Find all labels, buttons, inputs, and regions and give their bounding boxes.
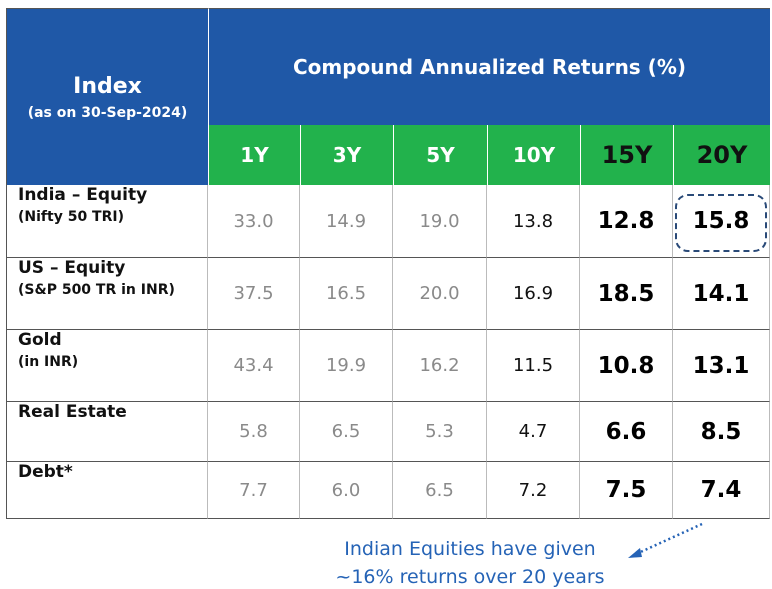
index-subtitle: (as on 30-Sep-2024) <box>27 104 188 121</box>
value-cell: 4.7 <box>487 402 580 462</box>
row-subtitle: (S&P 500 TR in INR) <box>18 282 175 298</box>
row-name: Debt* <box>18 462 73 482</box>
value-cell: 11.5 <box>487 330 580 402</box>
value-cell: 43.4 <box>208 330 300 402</box>
value-cell: 6.6 <box>580 402 673 462</box>
value-cell: 16.5 <box>300 258 393 330</box>
value-cell: 6.5 <box>393 462 487 519</box>
value-cell: 7.7 <box>208 462 300 519</box>
row-subtitle: (in INR) <box>18 354 79 370</box>
value-cell: 7.2 <box>487 462 580 519</box>
row-label: Real Estate <box>6 402 208 462</box>
row-label: Debt* <box>6 462 208 519</box>
column-header: 10Y <box>487 125 580 185</box>
value-cell: 37.5 <box>208 258 300 330</box>
row-label: India – Equity (Nifty 50 TRI) <box>6 185 208 258</box>
value-cell: 14.9 <box>300 185 393 258</box>
column-header: 5Y <box>393 125 487 185</box>
value-cell: 16.9 <box>487 258 580 330</box>
value-cell: 8.5 <box>673 402 770 462</box>
value-cell: 15.8 <box>673 185 770 258</box>
value-cell: 13.1 <box>673 330 770 402</box>
column-header: 15Y <box>580 125 673 185</box>
value-cell: 7.4 <box>673 462 770 519</box>
note-line: ~16% returns over 20 years <box>335 566 605 588</box>
row-name: US – Equity <box>18 258 126 278</box>
value-cell: 13.8 <box>487 185 580 258</box>
value-cell: 33.0 <box>208 185 300 258</box>
column-header: 1Y <box>208 125 300 185</box>
value-cell: 5.3 <box>393 402 487 462</box>
value-cell: 14.1 <box>673 258 770 330</box>
row-label: Gold (in INR) <box>6 330 208 402</box>
value-cell: 12.8 <box>580 185 673 258</box>
value-cell: 19.0 <box>393 185 487 258</box>
value-cell: 7.5 <box>580 462 673 519</box>
column-header: 3Y <box>300 125 393 185</box>
index-title: Index <box>73 73 142 99</box>
row-name: Gold <box>18 330 62 350</box>
value-cell: 16.2 <box>393 330 487 402</box>
returns-title: Compound Annualized Returns (%) <box>208 8 770 125</box>
row-label: US – Equity (S&P 500 TR in INR) <box>6 258 208 330</box>
value-cell: 19.9 <box>300 330 393 402</box>
row-subtitle: (Nifty 50 TRI) <box>18 209 124 225</box>
value-cell: 10.8 <box>580 330 673 402</box>
value-cell: 18.5 <box>580 258 673 330</box>
row-name: Real Estate <box>18 402 127 422</box>
note-line: Indian Equities have given <box>344 538 596 560</box>
value-cell: 20.0 <box>393 258 487 330</box>
row-name: India – Equity <box>18 185 148 205</box>
value-cell: 5.8 <box>208 402 300 462</box>
value-cell: 6.5 <box>300 402 393 462</box>
column-header: 20Y <box>673 125 770 185</box>
value-cell: 6.0 <box>300 462 393 519</box>
index-header: Index (as on 30-Sep-2024) <box>6 8 208 185</box>
